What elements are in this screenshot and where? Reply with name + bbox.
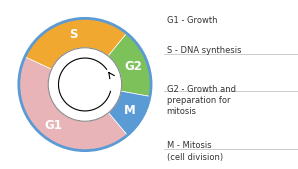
- Wedge shape: [108, 33, 151, 96]
- Wedge shape: [19, 57, 128, 151]
- Wedge shape: [25, 18, 127, 69]
- Text: G2: G2: [124, 60, 142, 73]
- Text: G2 - Growth and
preparation for
mitosis: G2 - Growth and preparation for mitosis: [167, 84, 236, 116]
- Text: S: S: [69, 28, 77, 41]
- Text: M - Mitosis
(cell division): M - Mitosis (cell division): [167, 141, 223, 162]
- Wedge shape: [108, 91, 150, 135]
- Text: G1 - Growth: G1 - Growth: [167, 16, 217, 25]
- Text: G1: G1: [45, 119, 63, 132]
- Text: S - DNA synthesis: S - DNA synthesis: [167, 46, 241, 55]
- Text: M: M: [123, 104, 135, 117]
- Circle shape: [48, 48, 122, 121]
